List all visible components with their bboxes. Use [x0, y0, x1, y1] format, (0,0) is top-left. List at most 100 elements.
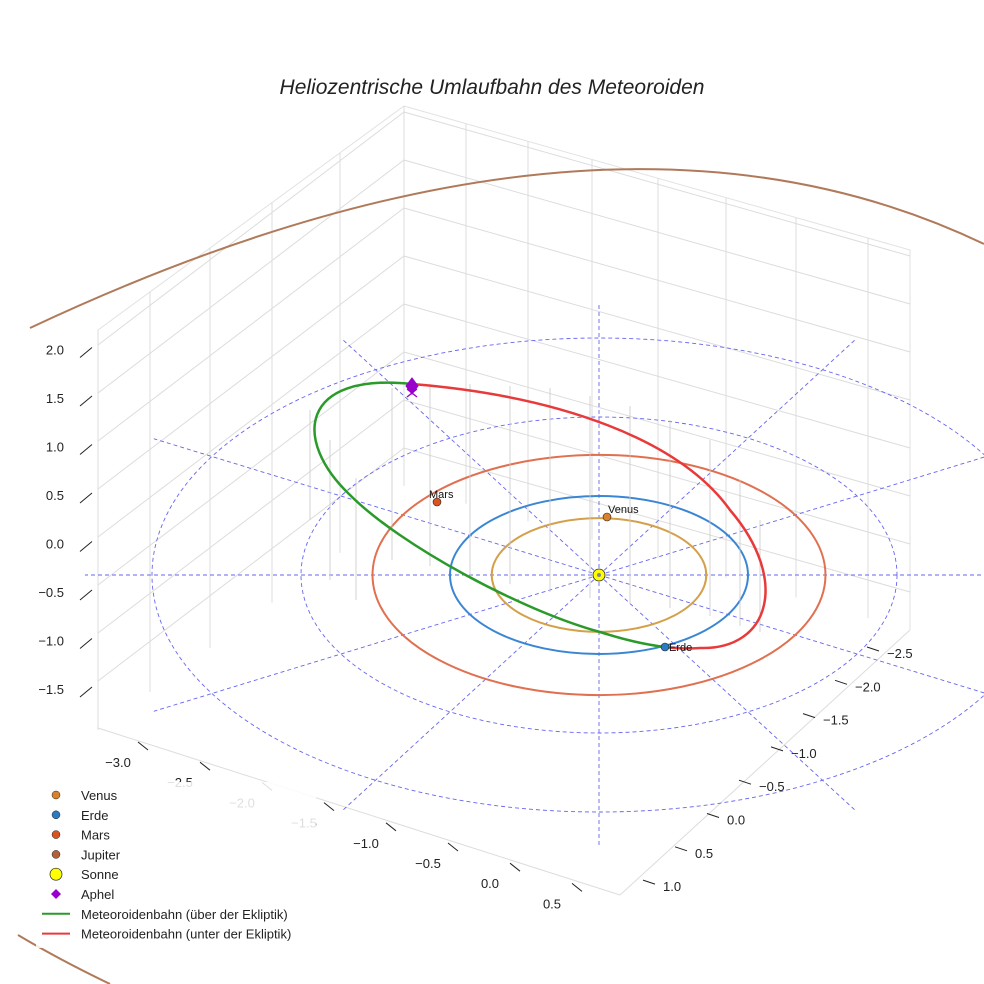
y-tick-mark: [738, 779, 752, 785]
z-gridline-back: [403, 351, 911, 497]
y-tick-mark: [706, 813, 720, 818]
z-gridline-left: [97, 159, 405, 394]
z-gridline-back: [403, 159, 911, 305]
z-tick-label: −0.5: [38, 585, 64, 600]
floor-edge-front: [97, 727, 621, 896]
legend-label: Mars: [81, 828, 110, 843]
legend-marker: [51, 810, 61, 820]
left-pane: [98, 106, 404, 728]
meteoroid-orbit-above: [313, 381, 666, 649]
z-tick-mark: [79, 686, 93, 698]
y-tick-label: −2.0: [855, 679, 881, 694]
ecliptic-spoke: [598, 338, 857, 576]
legend-label: Jupiter: [81, 847, 121, 862]
ecliptic-ring-3: [151, 337, 984, 813]
z-gridline-back: [403, 303, 911, 449]
legend-marker: [51, 790, 61, 800]
x-tick-label: −1.0: [353, 836, 379, 851]
planet-marker-mars: [432, 497, 442, 507]
ecliptic-spoke: [598, 456, 984, 576]
y-tick-label: 0.0: [727, 813, 745, 828]
z-gridline-left: [97, 207, 405, 442]
z-gridline-back: [403, 207, 911, 353]
z-gridline-back: [403, 255, 911, 401]
z-tick-mark: [79, 395, 93, 407]
legend-label: Meteoroidenbahn (unter der Ekliptik): [81, 927, 291, 942]
z-tick-label: −1.5: [38, 682, 64, 697]
x-tick-mark: [385, 822, 397, 832]
orbit-jupiter-front: [17, 934, 111, 984]
planet-marker-venus: [602, 512, 612, 522]
y-tick-label: −1.0: [791, 746, 817, 761]
z-tick-label: −1.0: [38, 634, 64, 649]
z-gridline-left: [97, 255, 405, 490]
z-gridline-left: [97, 399, 405, 634]
orbit-mars: [371, 453, 827, 697]
y-tick-mark: [802, 713, 816, 719]
legend-label: Aphel: [81, 887, 114, 902]
x-tick-mark: [137, 741, 149, 751]
legend-label: Venus: [81, 788, 118, 803]
y-tick-mark: [642, 879, 656, 885]
y-tick-mark: [866, 646, 880, 652]
planet-marker-erde: [660, 642, 670, 652]
y-tick-label: −2.5: [887, 646, 913, 661]
z-gridline-left: [97, 111, 405, 346]
planet-label-venus: Venus: [608, 504, 639, 516]
z-gridline-back: [403, 111, 911, 257]
legend-marker: [51, 889, 61, 899]
legend-marker: [49, 867, 63, 881]
chart-title: Heliozentrische Umlaufbahn des Meteoroid…: [280, 76, 705, 99]
z-tick-label: 0.5: [46, 488, 64, 503]
z-tick-label: 1.5: [46, 391, 64, 406]
x-tick-label: 0.5: [543, 896, 561, 911]
z-gridline-back: [403, 399, 911, 545]
meteoroid-orbit-below: [411, 382, 767, 650]
markers: Venus Erde Mars: [405, 377, 692, 654]
ecliptic-spoke: [153, 438, 600, 576]
z-tick-label: 2.0: [46, 343, 64, 358]
axis-panes: [97, 105, 911, 728]
legend-label: Sonne: [81, 867, 119, 882]
z-tick-mark: [79, 444, 93, 455]
planet-label-erde: Erde: [669, 642, 692, 654]
x-tick-mark: [509, 862, 521, 872]
y-tick-mark: [770, 746, 784, 752]
legend-label: Meteoroidenbahn (über der Ekliptik): [81, 907, 288, 922]
y-tick-label: 1.0: [663, 879, 681, 894]
z-gridline-left: [97, 351, 405, 586]
x-tick-mark: [199, 761, 211, 771]
legend-marker: [51, 850, 61, 859]
z-gridline-left: [97, 303, 405, 538]
z-tick-mark: [79, 347, 93, 358]
legend-box: [36, 782, 316, 948]
legend-label: Erde: [81, 808, 108, 823]
ecliptic-grid: [84, 302, 984, 848]
z-tick-label: 0.0: [46, 537, 64, 552]
x-tick-label: −3.0: [105, 755, 131, 770]
aphel-marker: [405, 377, 419, 395]
y-tick-mark: [674, 846, 688, 852]
aphel-projection-marker: [406, 388, 418, 398]
back-pane-edge: [403, 105, 911, 630]
z-tick-mark: [79, 589, 93, 601]
sun-core: [597, 573, 601, 577]
floor-edge-right: [619, 629, 911, 896]
y-tick-mark: [834, 679, 848, 685]
legend: Venus Erde Mars Jupiter Sonne Aphel Meteoroide…: [36, 782, 316, 948]
z-gridline-left: [97, 447, 405, 682]
ecliptic-spoke: [341, 338, 600, 576]
y-tick-label: −0.5: [759, 779, 785, 794]
ecliptic-spoke: [341, 574, 600, 812]
x-tick-mark: [323, 802, 335, 811]
z-tick-mark: [79, 638, 93, 649]
x-tick-label: −0.5: [415, 856, 441, 871]
ecliptic-spoke: [598, 574, 984, 694]
y-tick-label: −1.5: [823, 713, 849, 728]
orbit-jupiter: [29, 168, 984, 329]
planet-label-mars: Mars: [429, 489, 454, 501]
legend-marker: [51, 830, 61, 839]
ecliptic-spoke: [153, 574, 600, 712]
z-tick-mark: [79, 541, 93, 552]
